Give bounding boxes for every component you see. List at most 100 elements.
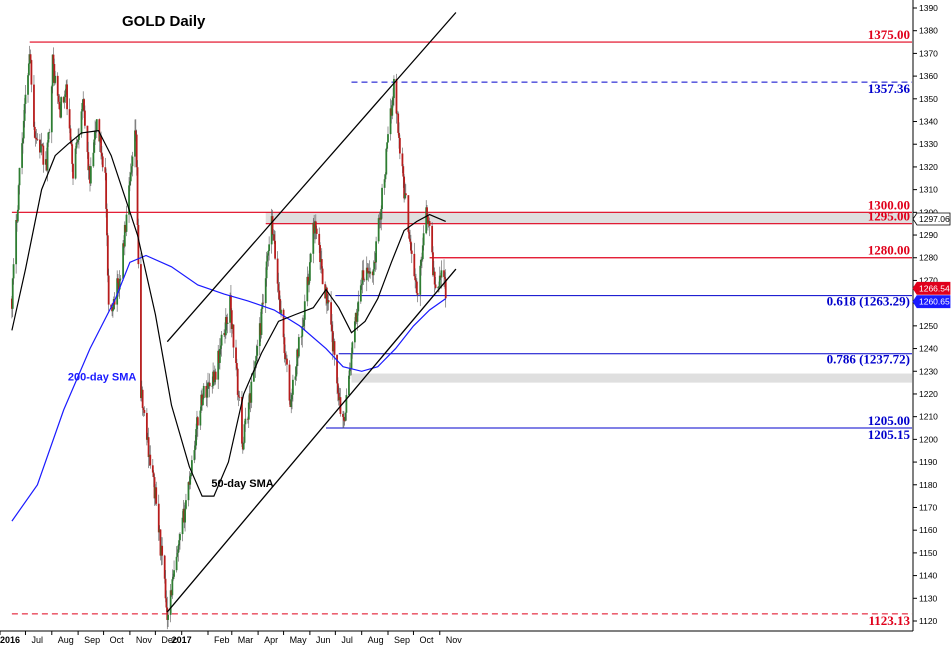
candle: [309, 252, 312, 264]
candle-body: [136, 167, 139, 225]
candle-body: [377, 218, 380, 242]
candle: [375, 236, 378, 270]
candle: [413, 242, 416, 277]
candle-body: [157, 503, 160, 533]
candle: [179, 532, 181, 550]
candle: [140, 252, 142, 402]
candle: [15, 214, 18, 274]
candle-body: [389, 108, 392, 135]
candle-body: [98, 119, 101, 142]
candle: [164, 569, 167, 603]
candle-body: [318, 233, 321, 246]
candle: [428, 217, 431, 237]
candle: [125, 205, 128, 237]
candle-body: [181, 517, 184, 535]
candle: [17, 183, 20, 211]
candle: [333, 338, 336, 366]
candle-body: [125, 214, 128, 232]
candle-body: [431, 225, 434, 253]
candle: [27, 72, 29, 103]
candle-body: [196, 417, 199, 426]
candle: [389, 98, 392, 141]
x-tick-label: Sep: [394, 635, 410, 645]
candle-body: [303, 319, 305, 326]
candle-body: [410, 241, 412, 251]
candle-body: [348, 368, 351, 376]
candle-body: [104, 167, 107, 173]
candle: [175, 546, 178, 573]
candle: [393, 75, 395, 106]
y-tick-label: 1340: [919, 117, 938, 127]
candle: [365, 256, 368, 292]
candle-body: [392, 98, 394, 106]
candle-body: [280, 309, 282, 314]
y-tick-label: 1330: [919, 139, 938, 149]
y-tick-label: 1210: [919, 412, 938, 422]
candle: [314, 214, 317, 240]
candle: [196, 416, 199, 437]
candle: [11, 277, 14, 318]
x-tick-label: Jul: [31, 635, 43, 645]
candle-body: [23, 103, 26, 121]
candle-body: [308, 262, 311, 281]
candle-body: [351, 342, 354, 354]
candle: [171, 569, 174, 599]
candle-body: [74, 148, 77, 179]
candle: [297, 333, 300, 359]
price-tag: 1266.54: [912, 281, 951, 295]
candle: [415, 278, 418, 296]
candle-body: [421, 245, 424, 260]
candle-body: [404, 193, 407, 196]
candle-body: [194, 445, 197, 451]
candle: [363, 277, 366, 283]
candle-body: [100, 152, 103, 157]
candle: [63, 90, 66, 109]
price-tag-label: 1260.65: [919, 297, 950, 307]
candle-body: [53, 63, 56, 83]
candle-body: [206, 388, 209, 398]
candle-body: [211, 385, 214, 387]
candle-body: [187, 482, 190, 501]
candle-body: [438, 286, 440, 288]
candle-body: [409, 238, 411, 242]
candle-body: [381, 187, 383, 210]
candle-body: [380, 209, 383, 220]
candle: [380, 205, 383, 231]
candle-body: [407, 195, 410, 232]
candle-body: [208, 382, 211, 387]
candle-body: [356, 311, 359, 322]
candle: [244, 407, 247, 432]
candle-body: [128, 185, 130, 215]
candle: [386, 142, 389, 152]
candle-body: [420, 259, 423, 266]
candle-body: [117, 278, 119, 284]
candle: [303, 318, 305, 330]
candle-body: [278, 290, 281, 300]
x-tick-label: Nov: [136, 635, 153, 645]
candle: [33, 75, 35, 130]
candle-body: [172, 576, 175, 580]
candle: [377, 214, 380, 244]
y-tick-label: 1390: [919, 3, 938, 13]
price-tag-label: 1297.06: [919, 214, 950, 224]
candle: [161, 537, 164, 565]
candle-body: [408, 231, 411, 239]
y-tick-label: 1320: [919, 162, 938, 172]
candle-body: [343, 420, 346, 422]
candle-body: [295, 366, 298, 377]
candle: [75, 137, 78, 155]
candle-body: [244, 418, 247, 425]
candle: [18, 167, 21, 195]
candle-body: [438, 275, 441, 287]
candle: [68, 98, 71, 134]
candle-body: [93, 139, 96, 153]
candle-body: [398, 132, 400, 138]
candle-body: [314, 221, 317, 229]
candle-body: [190, 472, 192, 477]
price-tag: 1297.06: [912, 212, 951, 226]
candle-body: [94, 130, 96, 140]
candle-body: [274, 240, 276, 259]
candle: [167, 611, 170, 628]
candle: [404, 182, 406, 200]
